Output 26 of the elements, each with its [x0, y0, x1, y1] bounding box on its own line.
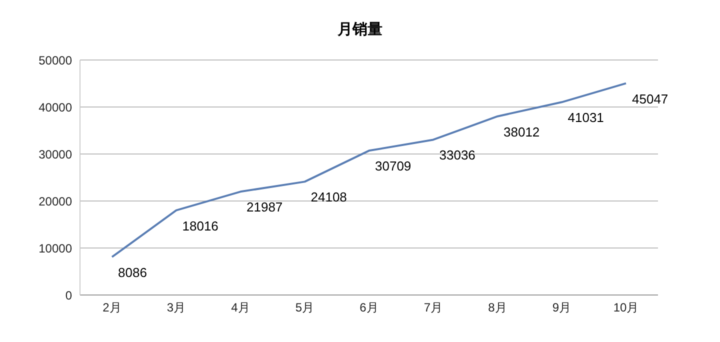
x-tick-label: 4月: [231, 300, 250, 315]
chart-title: 月销量: [336, 20, 384, 39]
x-tick-label: 10月: [613, 300, 639, 315]
data-label: 41031: [568, 110, 604, 126]
data-label: 21987: [246, 200, 283, 215]
x-tick-label: 3月: [166, 300, 186, 315]
data-label: 8086: [118, 264, 147, 280]
line-series: [111, 82, 627, 258]
y-tick-label: 40000: [38, 100, 72, 114]
y-tick-label: 30000: [38, 147, 72, 162]
y-tick-label: 20000: [38, 194, 72, 208]
x-tick-label: 2月: [102, 300, 122, 315]
data-label: 38012: [504, 124, 540, 140]
y-tick-label: 10000: [38, 241, 72, 256]
x-tick-label: 9月: [552, 300, 572, 315]
data-label: 45047: [632, 91, 668, 106]
data-label: 18016: [182, 218, 218, 234]
y-tick-label: 50000: [38, 53, 72, 68]
x-tick-label: 8月: [488, 300, 507, 315]
data-label: 33036: [439, 148, 476, 163]
x-tick-label: 6月: [360, 300, 378, 315]
data-label: 24108: [310, 190, 347, 205]
data-label: 30709: [375, 158, 412, 174]
y-tick-label: 0: [65, 288, 72, 302]
x-tick-label: 5月: [295, 300, 314, 315]
x-tick-label: 7月: [424, 300, 443, 315]
